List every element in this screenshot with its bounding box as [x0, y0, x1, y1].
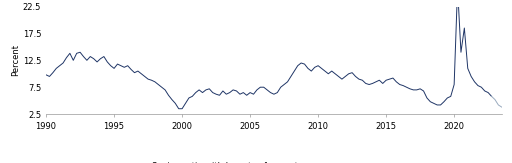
Legend: Saving ratio with Investec forecast: Saving ratio with Investec forecast [138, 159, 301, 163]
Y-axis label: Percent: Percent [11, 44, 20, 76]
